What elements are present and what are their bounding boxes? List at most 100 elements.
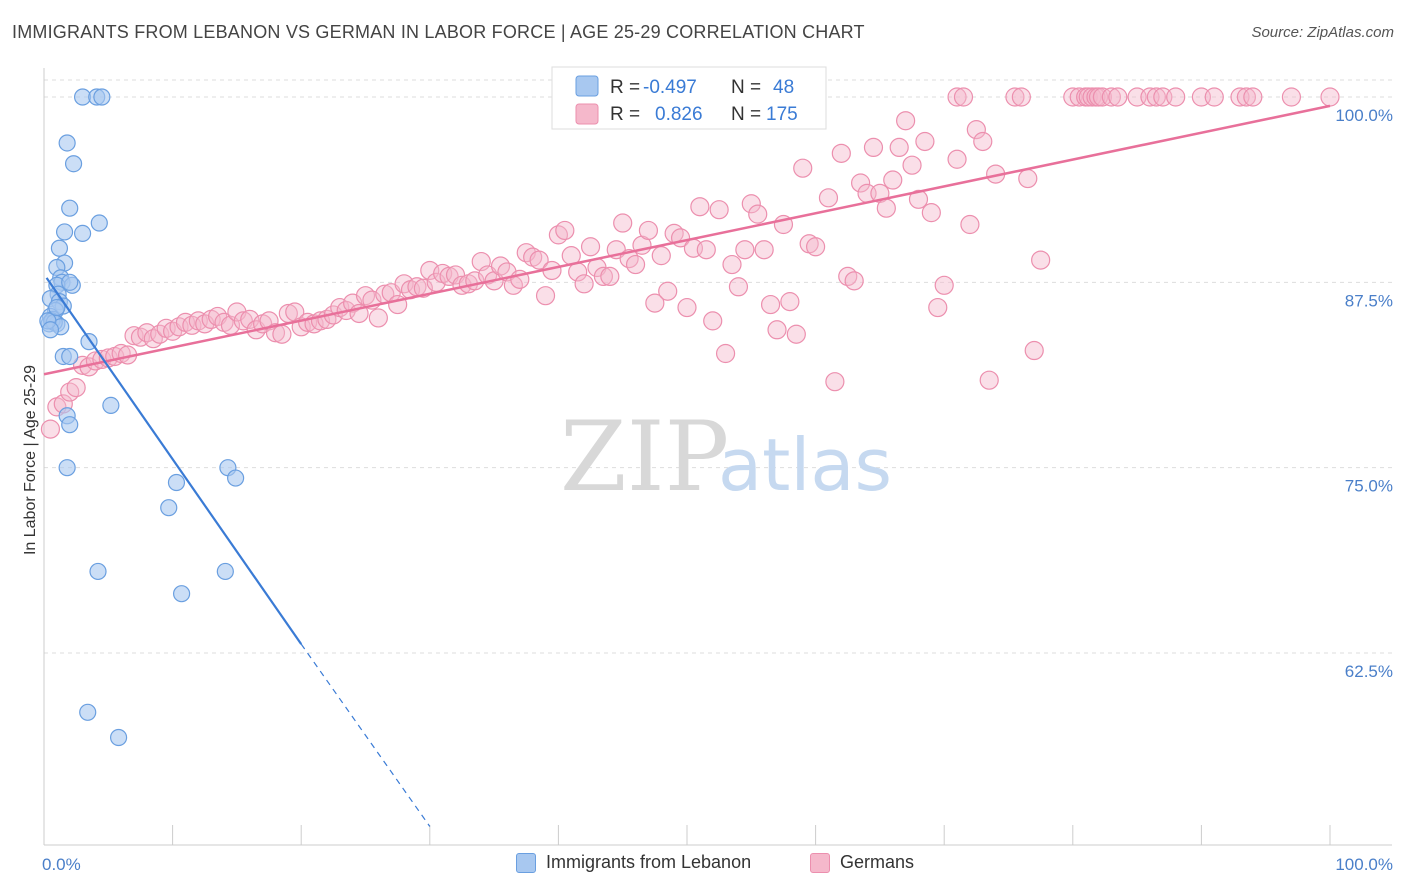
germans-point [1166,87,1186,107]
germans-point [934,275,954,295]
germans-trend-line [43,104,1331,376]
bottom-legend-swatch-pink [810,852,830,873]
lebanon-trend-extension [300,643,431,827]
legend-blue-r-label: R = [610,77,640,98]
germans-point [593,266,614,287]
germans-point [1320,87,1340,107]
bottom-legend-swatch-blue [516,852,536,873]
germans-point [715,343,736,364]
germans-point [1031,250,1051,270]
germans-point [896,111,916,131]
germans-point [625,254,646,275]
y-tick-label-2: 87.5% [1345,291,1393,310]
germans-point [1024,340,1044,361]
germans-point [677,297,697,318]
germans-point [960,214,980,235]
germans-point [529,250,549,270]
legend-pink-r-label: R = [610,104,640,125]
bottom-legend-label-lebanon: Immigrants from Lebanon [546,852,752,872]
lebanon-point [61,199,79,217]
germans-point [767,320,787,340]
lebanon-point [55,223,74,241]
germans-point [709,200,729,220]
germans-point [902,155,922,175]
germans-point [574,274,594,294]
germans-point [883,170,903,190]
germans-point [780,292,800,312]
lebanon-point [61,347,79,366]
lebanon-point [41,321,60,339]
x-tick-label-min: 0.0% [42,855,81,874]
germans-point [760,294,781,315]
legend-swatch-pink [575,103,599,125]
lebanon-point [160,499,178,517]
germans-point [851,173,871,193]
germans-point [825,372,845,392]
grid-lines [44,79,1392,654]
germans-point [1236,87,1257,107]
lebanon-point [227,469,245,487]
y-tick-label-0: 62.5% [1345,662,1393,681]
bottom-legend: Immigrants from Lebanon Germans [0,852,1406,878]
lebanon-point [167,473,186,492]
lebanon-point [79,703,97,721]
lebanon-trend-line [45,277,303,645]
lebanon-point [50,239,69,257]
lebanon-point [89,562,107,581]
germans-point [876,198,896,218]
legend-pink-n-value: 175 [766,104,798,125]
germans-point [600,266,620,287]
lebanon-points [39,88,245,747]
legend-pink-r-value: 0.826 [655,104,703,125]
germans-point [793,158,813,178]
bottom-legend-lebanon: Immigrants from Lebanon [516,852,751,873]
germans-point [728,277,749,297]
legend-pink-n-label: N = [731,104,761,125]
germans-point [535,286,556,306]
germans-point [1204,87,1224,107]
germans-point [1101,87,1121,107]
germans-point [818,188,839,208]
germans-point [613,213,633,233]
lebanon-point [61,416,79,434]
germans-point [645,293,665,313]
germans-point [889,137,909,158]
germans-point [580,237,601,257]
legend-blue-r-value: -0.497 [643,77,697,98]
watermark: ZIP atlas [560,401,892,513]
legend: R = -0.497 N = 48 R = 0.826 N = 175 [551,66,827,130]
germans-point [1281,87,1302,107]
lebanon-point [58,459,76,477]
germans-point [1108,87,1128,107]
germans-point [265,323,286,343]
germans-point [1011,87,1031,107]
germans-point [831,143,851,163]
lebanon-point [173,585,191,603]
germans-point [703,311,723,331]
germans-point [368,308,388,328]
watermark-zip: ZIP [560,401,729,513]
x-tick-label-max: 100.0% [1335,855,1393,874]
germans-point [272,324,292,344]
lebanon-point [64,155,83,173]
germans-point [947,87,967,107]
germans-point [741,194,761,214]
germans-point [915,131,935,152]
bottom-legend-label-germans: Germans [840,852,915,872]
lebanon-point [93,88,111,106]
legend-swatch-blue [575,75,599,97]
germans-point [690,197,710,217]
germans-point [696,240,716,260]
lebanon-point [216,562,234,581]
y-tick-label-1: 75.0% [1345,477,1393,496]
lebanon-point [90,214,108,232]
germans-point [979,370,999,390]
germans-point [844,271,864,291]
germans-point [805,237,826,257]
source-credit: Source: ZipAtlas.com [1251,24,1394,41]
germans-point [928,297,948,318]
germans-point [863,137,884,158]
germans-point [722,254,742,275]
germans-point [658,281,678,301]
germans-point [748,204,768,224]
